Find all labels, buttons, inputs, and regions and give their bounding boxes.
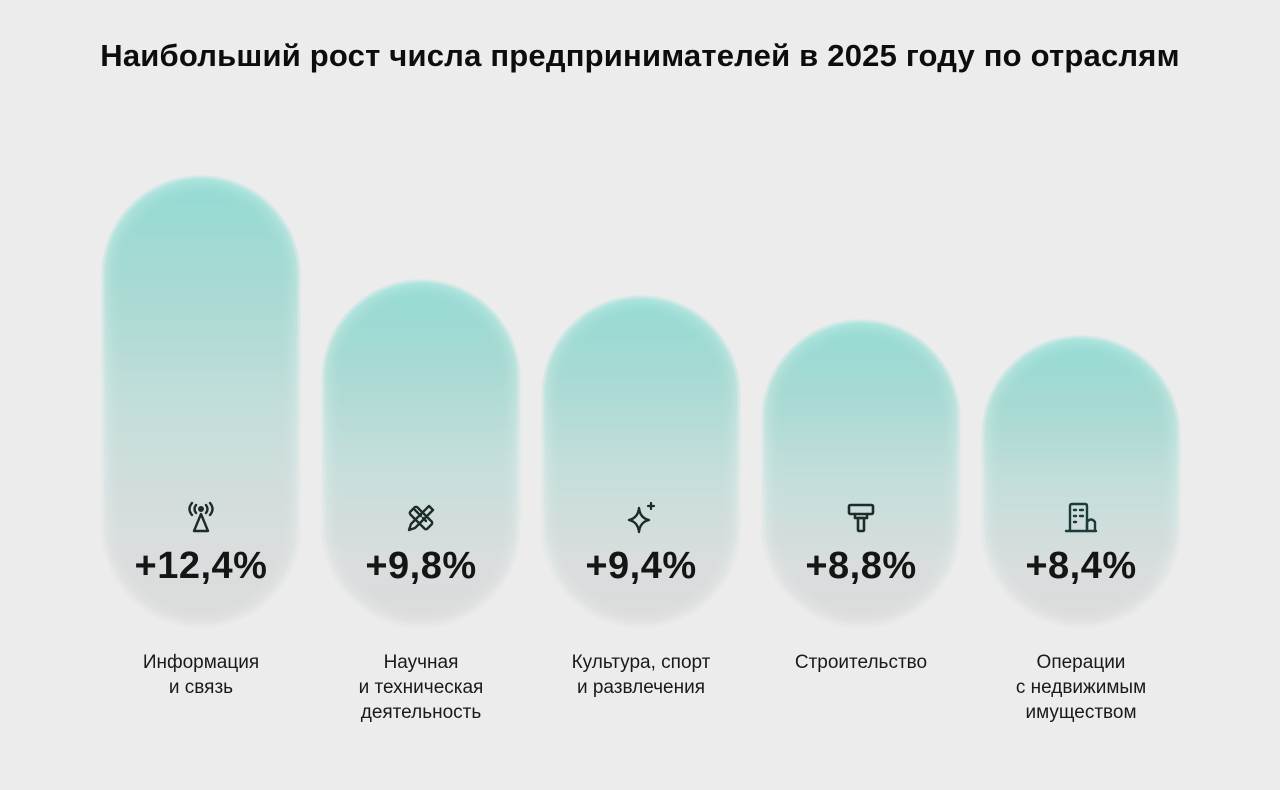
category-label-line: имуществом (1025, 702, 1137, 723)
paint-roller-icon (843, 500, 879, 536)
building-icon (1063, 500, 1099, 536)
category-label: Научная и техническая деятельность (321, 650, 521, 725)
category-label: Операции с недвижимым имуществом (981, 650, 1181, 725)
chart-title: Наибольший рост числа предпринимателей в… (100, 38, 1180, 73)
category-label-line: и развлечения (576, 677, 706, 698)
data-label: +12,4% (134, 545, 268, 587)
category-label: Строительство (761, 650, 961, 675)
category-label: Информация и связь (101, 650, 301, 700)
category-label-line: Операции (1036, 652, 1126, 673)
bar (103, 177, 299, 626)
bar (763, 321, 959, 626)
data-label: +9,4% (585, 545, 697, 587)
category-label-line: Строительство (794, 652, 928, 673)
category-label-line: и техническая (358, 677, 484, 698)
category-label-line: деятельность (360, 702, 482, 723)
category-label-line: Научная (383, 652, 459, 673)
category-label-line: Культура, спорт (571, 652, 711, 673)
bar (983, 337, 1179, 626)
bar (543, 297, 739, 626)
data-label: +8,8% (805, 545, 917, 587)
bar (323, 281, 519, 626)
category-label-line: и связь (168, 677, 234, 698)
ruler-pencil-icon (403, 500, 439, 536)
category-label-line: с недвижимым (1015, 677, 1147, 698)
category-label: Культура, спорт и развлечения (541, 650, 741, 700)
antenna-icon (183, 500, 219, 536)
data-label: +9,8% (365, 545, 477, 587)
category-label-line: Информация (142, 652, 260, 673)
sparkle-icon (623, 500, 659, 536)
data-label: +8,4% (1025, 545, 1137, 587)
